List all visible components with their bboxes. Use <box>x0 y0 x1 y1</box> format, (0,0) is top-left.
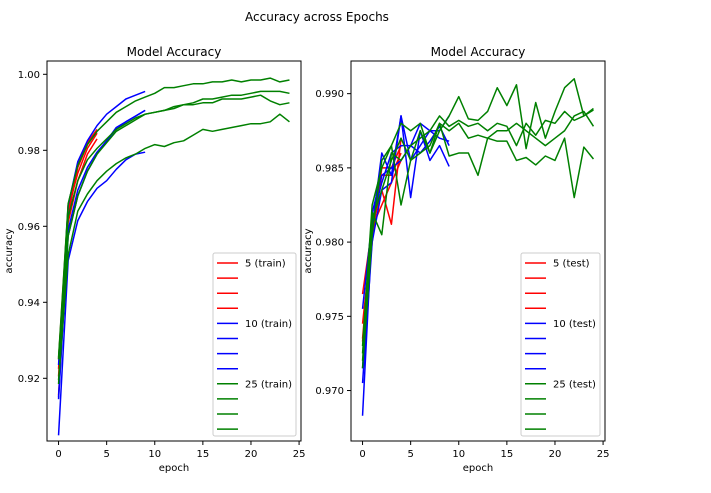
x-tick-label: 25 <box>293 449 306 460</box>
series-line-11 <box>57 94 290 360</box>
test-accuracy-panel: Model Accuracy 0 5 10 15 20 25 0.970 0.975 0.980… <box>303 45 609 474</box>
legend-box <box>212 252 297 437</box>
series-line-10 <box>57 90 290 385</box>
panel-title: Model Accuracy <box>127 45 222 59</box>
plot-area <box>361 78 595 416</box>
y-tick-label: 0.985 <box>315 163 344 174</box>
y-tick-label: 0.980 <box>315 238 344 249</box>
x-tick-label: 20 <box>245 449 258 460</box>
x-tick-label: 5 <box>103 449 109 460</box>
panel-title: Model Accuracy <box>431 45 526 59</box>
train-accuracy-panel: Model Accuracy 0 5 10 15 20 25 0.92 0.94 0.96 0.9… <box>4 45 305 474</box>
legend-label: 10 (test) <box>553 319 596 330</box>
y-tick-label: 1.00 <box>18 70 40 81</box>
series-line-9 <box>361 122 595 369</box>
series-line-5 <box>57 151 146 436</box>
axis-ticks: 0 5 10 15 20 25 0.92 0.94 0.96 0.98 1.00 <box>18 70 306 460</box>
y-tick-label: 0.92 <box>18 374 40 385</box>
legend: 5 (test) 10 (test) 25 (test) <box>520 252 601 437</box>
legend-box <box>520 252 601 437</box>
legend-label: 25 (test) <box>553 379 596 390</box>
y-tick-label: 0.975 <box>315 312 344 323</box>
x-tick-label: 5 <box>407 449 413 460</box>
x-tick-label: 0 <box>359 449 365 460</box>
legend-label: 25 (train) <box>245 379 292 390</box>
legend: 5 (train) 10 (train) 25 (train) <box>212 252 297 437</box>
legend-label: 5 (test) <box>553 259 590 270</box>
x-tick-label: 15 <box>500 449 513 460</box>
x-axis-label: epoch <box>159 463 189 474</box>
series-line-12 <box>57 77 290 358</box>
x-tick-label: 0 <box>55 449 61 460</box>
series-line-9 <box>57 113 290 381</box>
x-tick-label: 15 <box>196 449 209 460</box>
figure-suptitle: Accuracy across Epochs <box>245 10 389 24</box>
axes-frame <box>350 60 606 442</box>
y-tick-label: 0.96 <box>18 222 40 233</box>
legend-label: 5 (train) <box>245 259 286 270</box>
y-axis-label: accuracy <box>4 228 15 273</box>
axis-ticks: 0 5 10 15 20 25 0.970 0.975 0.980 0.985 0.990 <box>315 89 609 460</box>
x-tick-label: 10 <box>148 449 161 460</box>
series-line-12 <box>361 78 594 347</box>
y-axis-label: accuracy <box>303 228 314 273</box>
y-tick-label: 0.970 <box>315 386 344 397</box>
legend-label: 10 (train) <box>245 319 292 330</box>
x-axis-label: epoch <box>463 463 493 474</box>
series-line-11 <box>361 107 594 354</box>
axes-frame <box>46 60 302 442</box>
y-tick-label: 0.990 <box>315 89 344 100</box>
y-tick-label: 0.98 <box>18 146 40 157</box>
x-tick-label: 25 <box>597 449 610 460</box>
series-line-10 <box>361 110 595 361</box>
y-tick-label: 0.94 <box>18 298 40 309</box>
series-line-5 <box>361 115 450 416</box>
x-tick-label: 20 <box>549 449 562 460</box>
x-tick-label: 10 <box>452 449 465 460</box>
plot-area <box>57 77 290 436</box>
